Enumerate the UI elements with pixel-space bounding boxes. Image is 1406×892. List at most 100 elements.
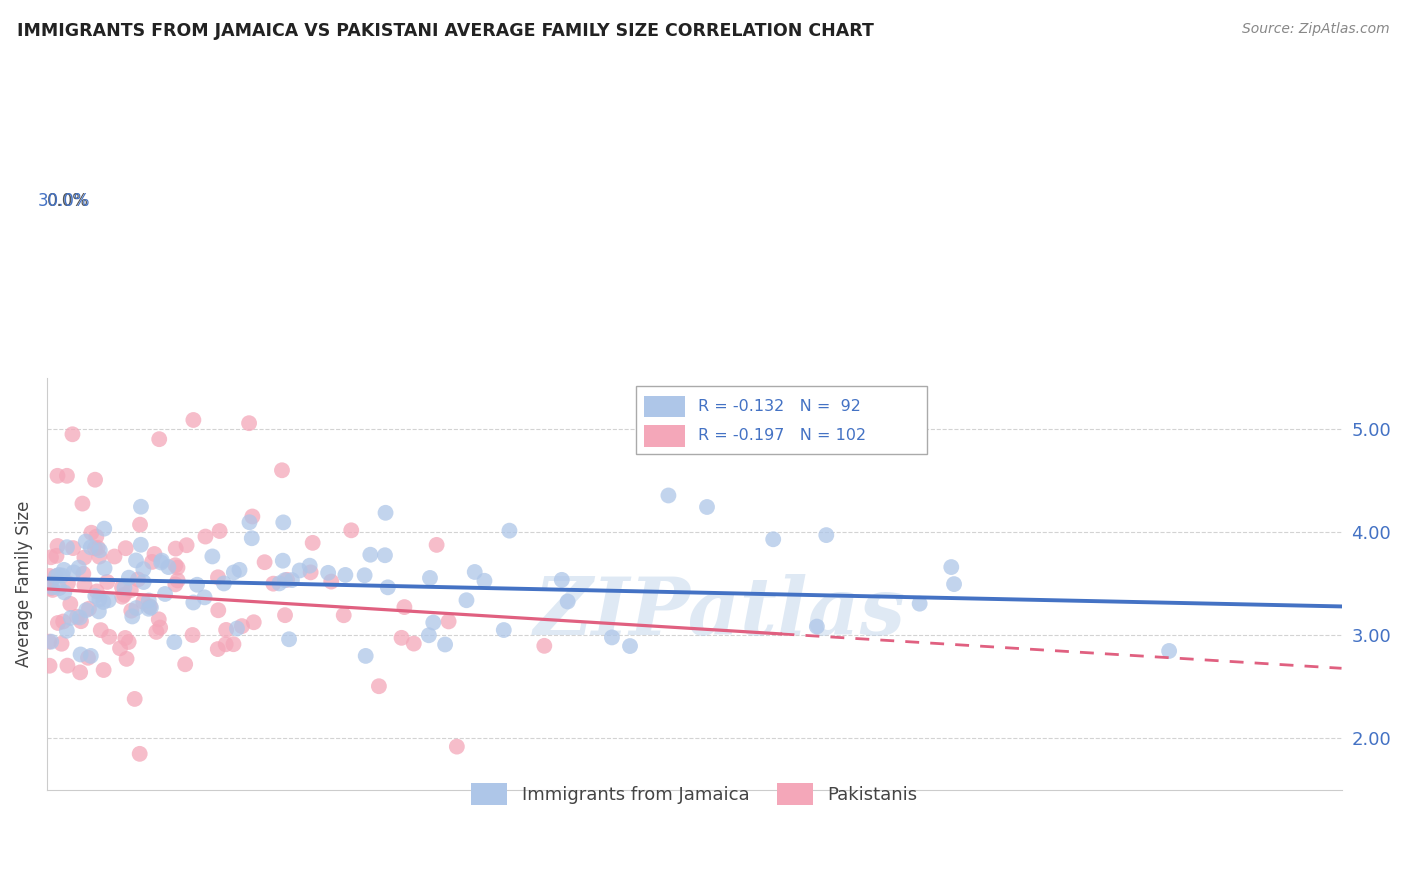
Point [129, 500, 152, 514]
Point [86, 541, 108, 555]
Point [132, 575, 155, 590]
Point [143, 547, 166, 561]
Point [93, 595, 115, 609]
Point [132, 562, 155, 576]
Point [212, 576, 235, 591]
Point [941, 560, 963, 574]
Point [207, 603, 229, 617]
Point [278, 632, 301, 647]
Point [39, 634, 62, 648]
Point [53, 585, 76, 599]
Point [332, 608, 354, 623]
Point [492, 623, 515, 637]
Point [62, 427, 84, 442]
Point [316, 566, 339, 580]
Point [89, 592, 111, 607]
Point [48, 568, 70, 582]
Point [354, 648, 377, 663]
Point [215, 637, 238, 651]
Point [943, 577, 966, 591]
Point [394, 600, 416, 615]
Point [46, 539, 69, 553]
Point [215, 623, 238, 637]
Point [166, 574, 188, 588]
Point [62, 541, 84, 555]
Point [391, 631, 413, 645]
Point [39, 581, 62, 595]
Point [222, 566, 245, 580]
Point [115, 652, 138, 666]
Point [181, 595, 204, 609]
Point [128, 747, 150, 761]
Point [129, 538, 152, 552]
Point [77, 601, 100, 615]
Point [75, 603, 97, 617]
Text: R = -0.197   N = 102: R = -0.197 N = 102 [699, 428, 866, 443]
Point [149, 621, 172, 635]
Point [418, 628, 440, 642]
Point [84, 541, 107, 556]
Point [437, 615, 460, 629]
Point [73, 578, 96, 592]
Text: 0.0%: 0.0% [46, 192, 89, 210]
Point [271, 554, 294, 568]
Point [402, 636, 425, 650]
Point [262, 576, 284, 591]
Point [253, 555, 276, 569]
Point [56, 540, 79, 554]
Point [114, 541, 136, 556]
Text: IMMIGRANTS FROM JAMAICA VS PAKISTANI AVERAGE FAMILY SIZE CORRELATION CHART: IMMIGRANTS FROM JAMAICA VS PAKISTANI AVE… [17, 22, 873, 40]
Point [77, 650, 100, 665]
Point [89, 543, 111, 558]
Point [163, 635, 186, 649]
Point [89, 549, 111, 564]
Point [87, 604, 110, 618]
Point [38, 658, 60, 673]
Point [108, 641, 131, 656]
Point [183, 413, 205, 427]
Point [80, 541, 103, 555]
Point [45, 549, 67, 563]
Point [222, 637, 245, 651]
Point [157, 560, 180, 574]
Point [129, 517, 152, 532]
Point [69, 665, 91, 680]
Point [75, 534, 97, 549]
Point [600, 631, 623, 645]
Point [73, 550, 96, 565]
Point [141, 555, 163, 569]
Point [281, 573, 304, 587]
Point [367, 679, 389, 693]
Point [181, 628, 204, 642]
Point [38, 634, 60, 648]
Point [353, 568, 375, 582]
FancyBboxPatch shape [644, 425, 685, 447]
Point [138, 601, 160, 615]
Point [298, 558, 321, 573]
Point [125, 553, 148, 567]
Point [38, 569, 60, 583]
Point [422, 615, 444, 630]
Point [165, 541, 187, 556]
Point [340, 524, 363, 538]
Point [56, 468, 79, 483]
Point [174, 657, 197, 672]
Point [132, 595, 155, 609]
Point [498, 524, 520, 538]
Point [127, 573, 149, 587]
Point [59, 597, 82, 611]
Point [150, 556, 173, 570]
Text: 30.0%: 30.0% [38, 192, 90, 210]
Point [139, 599, 162, 614]
Point [207, 642, 229, 657]
Point [46, 615, 69, 630]
Point [238, 515, 260, 529]
Point [377, 580, 399, 594]
Point [41, 580, 63, 594]
Point [419, 571, 441, 585]
Point [359, 548, 381, 562]
Point [269, 576, 291, 591]
Point [118, 635, 141, 649]
Point [208, 524, 231, 538]
Point [321, 574, 343, 589]
